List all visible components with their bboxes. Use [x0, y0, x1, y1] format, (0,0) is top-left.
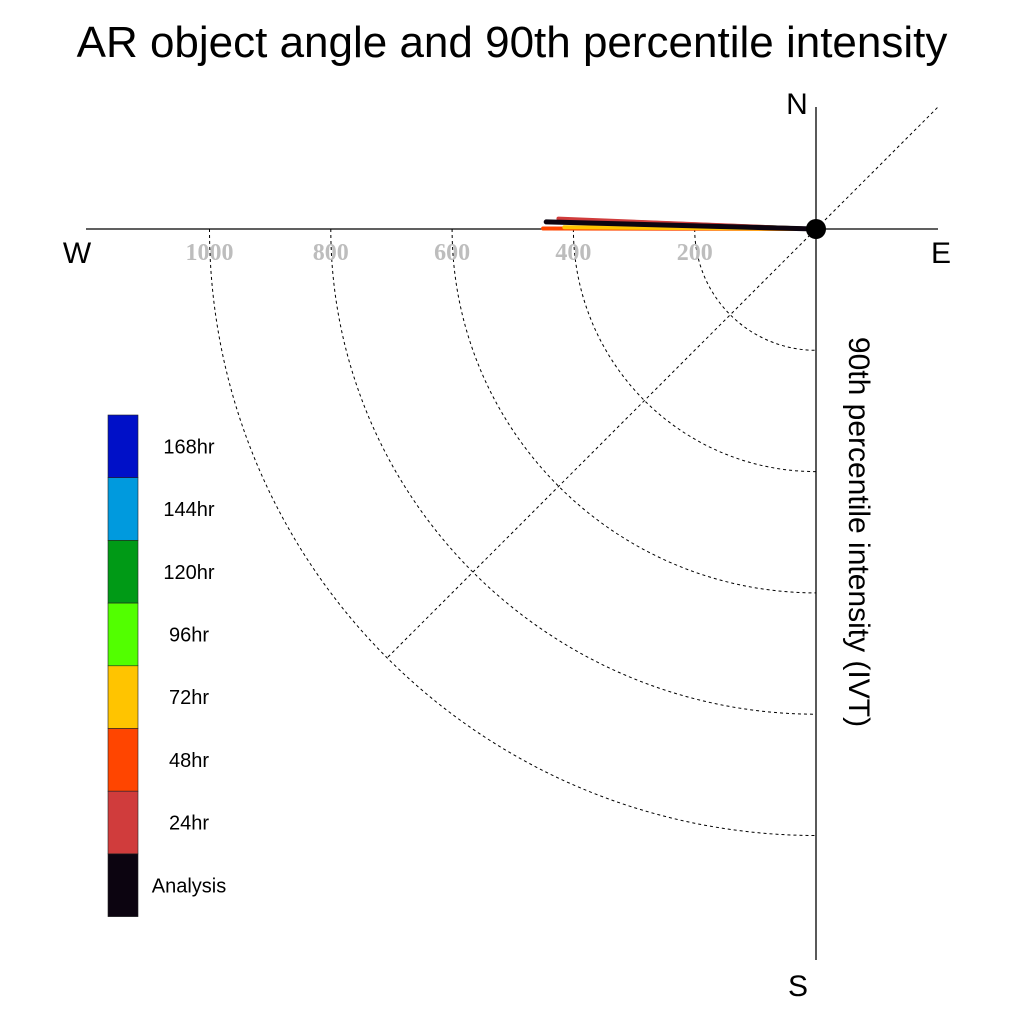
legend-label-48hr: 48hr — [169, 750, 209, 772]
y-axis-label: 90th percentile intensity (IVT) — [842, 337, 875, 727]
legend: 168hr 144hr 120hr 96hr 72hr 48hr 24hr Analysis — [107, 414, 226, 917]
legend-swatch-96hr — [107, 602, 139, 667]
tick-label-600: 600 — [434, 240, 470, 266]
tick-label-400: 400 — [555, 240, 591, 266]
legend-label-144hr: 144hr — [163, 499, 214, 521]
tick-label-1000: 1000 — [186, 240, 234, 266]
legend-swatch-168hr — [107, 414, 139, 479]
grid-arc-400 — [572, 228, 817, 473]
compass-east: E — [931, 237, 951, 270]
compass-north: N — [786, 88, 808, 121]
legend-swatch-analysis — [107, 853, 139, 917]
grid-arc-200 — [694, 228, 817, 351]
legend-label-96hr: 96hr — [169, 624, 209, 646]
legend-label-120hr: 120hr — [163, 562, 214, 584]
tick-label-200: 200 — [677, 240, 713, 266]
legend-swatch-24hr — [107, 790, 139, 855]
grid-lines — [209, 106, 939, 836]
series-vectors — [541, 216, 819, 232]
compass-south: S — [788, 970, 808, 1003]
grid-arc-600 — [451, 228, 817, 594]
tick-label-800: 800 — [313, 240, 349, 266]
legend-swatch-48hr — [107, 728, 139, 792]
legend-swatch-120hr — [107, 540, 139, 604]
origin-point — [806, 219, 826, 239]
legend-label-analysis: Analysis — [152, 875, 226, 897]
grid-arc-800 — [330, 228, 817, 715]
compass-west: W — [63, 237, 92, 270]
legend-label-168hr: 168hr — [163, 436, 214, 458]
legend-swatch-72hr — [107, 665, 139, 729]
grid-arc-1000 — [209, 228, 817, 836]
radial-tick-labels: 200 400 600 800 1000 — [186, 240, 713, 266]
legend-label-72hr: 72hr — [169, 687, 209, 709]
chart-title: AR object angle and 90th percentile inte… — [77, 18, 948, 67]
grid-diagonal — [387, 106, 939, 658]
legend-swatch-144hr — [107, 477, 139, 541]
vector-analysis — [543, 219, 819, 232]
legend-label-24hr: 24hr — [169, 813, 209, 835]
